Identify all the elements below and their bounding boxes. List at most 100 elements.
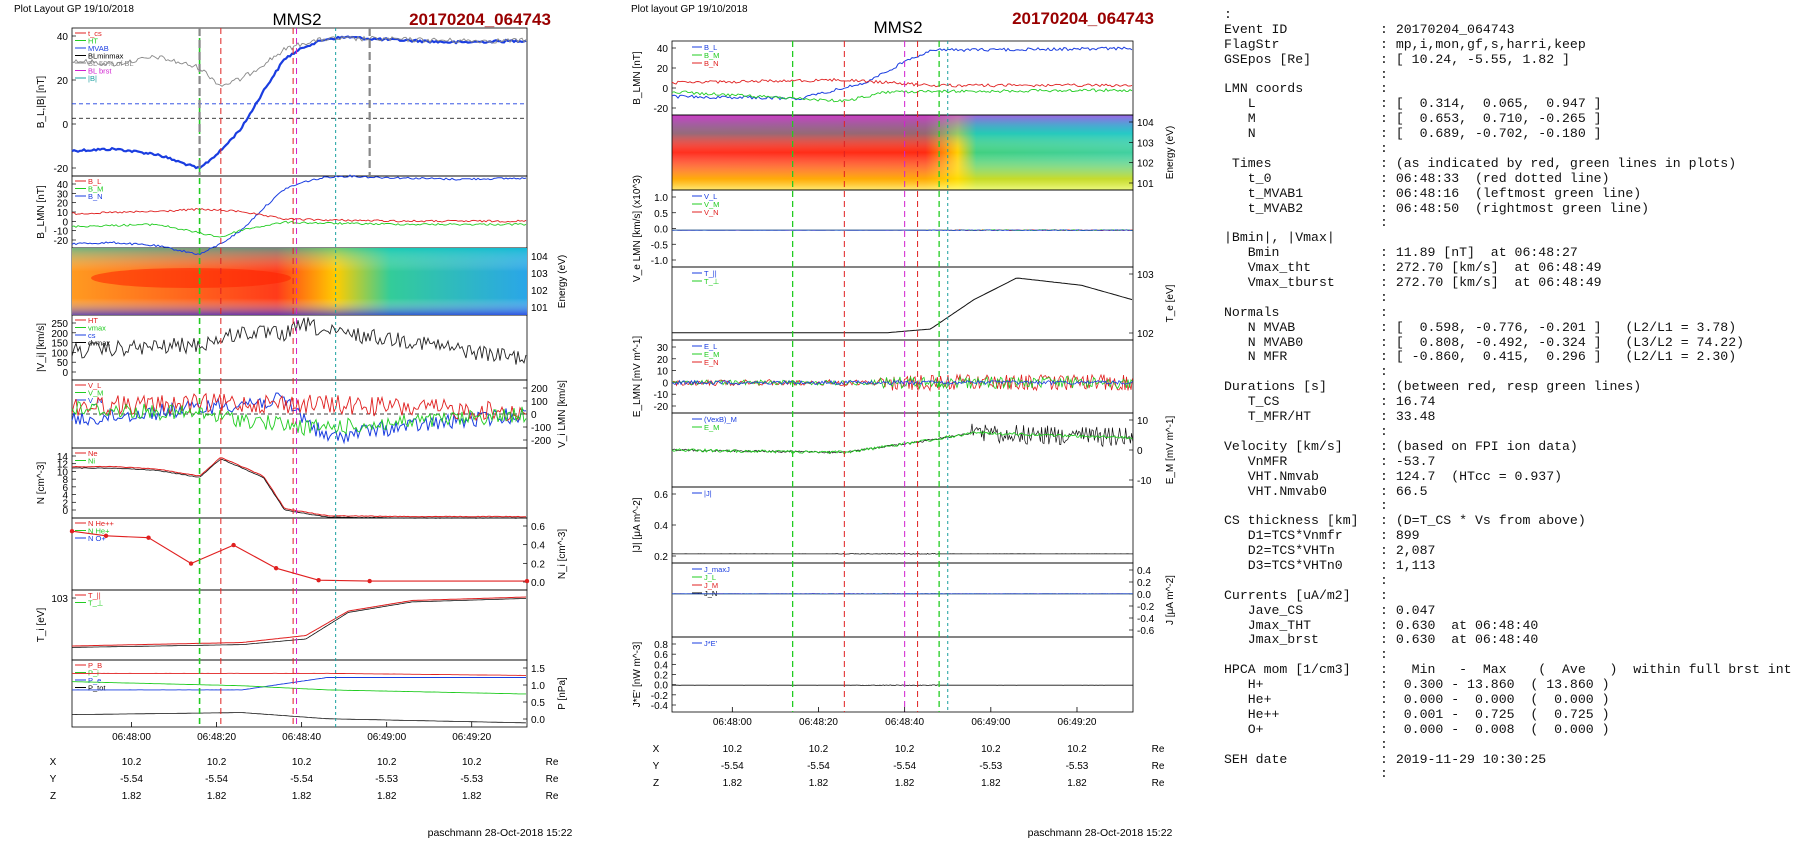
x-tick-label: 06:49:20 (452, 732, 491, 743)
info-key: t_0 (1224, 170, 1272, 186)
y-tick-label: 0 (662, 84, 668, 95)
info-value: : (1380, 766, 1388, 782)
x-tick-label: 06:48:40 (282, 732, 321, 743)
y-tick-label: 200 (531, 384, 548, 395)
info-key: Velocity [km/s] (1224, 438, 1343, 454)
info-row: CS thickness [km]: (D=T_CS * Vs from abo… (1224, 513, 1792, 529)
info-value: : (1380, 572, 1388, 588)
spacecraft-title: MMS2 (272, 10, 321, 29)
info-key: t_MVAB1 (1224, 185, 1304, 201)
y-axis-label: V_i LMN [km/s] (557, 380, 568, 448)
position-value: -5.53 (460, 774, 483, 785)
legend-entry: V_L (704, 192, 717, 201)
y-tick-label: -20 (654, 402, 669, 413)
info-row: Durations [s]: (between red, resp green … (1224, 379, 1792, 395)
info-value: : 66.5 (1380, 483, 1428, 499)
legend-entry: E_L (704, 342, 717, 351)
y-axis-label: V_e LMN [km/s] (x10^3) (632, 175, 643, 282)
y-tick-label: 103 (51, 594, 68, 605)
info-value: : mp,i,mon,gf,s,harri,keep (1380, 36, 1586, 52)
legend-entry: BLminmax (88, 52, 124, 61)
y-tick-label: 20 (657, 355, 669, 366)
y-tick-label: 30 (57, 189, 69, 200)
legend-entry: V_N (88, 396, 103, 405)
electron-spectrogram-overlay (672, 115, 1133, 190)
info-row: Jmax_brst: 0.630 at 06:48:40 (1224, 632, 1792, 648)
position-value: 10.2 (981, 744, 1001, 755)
info-value: : [ 0.598, -0.776, -0.201 ] (L2/L1 = 3.7… (1380, 319, 1737, 335)
event-title: 20170204_064743 (409, 10, 551, 29)
legend-entry: N O+ (88, 534, 106, 543)
info-row: N MVAB: [ 0.598, -0.776, -0.201 ] (L2/L1… (1224, 319, 1792, 336)
spacecraft-title: MMS2 (873, 18, 922, 37)
x-tick-label: 06:48:20 (197, 732, 236, 743)
y-tick-label: 0 (62, 506, 68, 517)
info-value: : 11.89 [nT] at 06:48:27 (1380, 245, 1578, 261)
info-key: Jmax_THT (1224, 617, 1312, 633)
info-key: N (1224, 126, 1256, 142)
he-data-point (273, 565, 279, 571)
info-row: |Bmin|, |Vmax| (1224, 230, 1792, 246)
info-row: Times: (as indicated by red, green lines… (1224, 155, 1792, 172)
y-tick-label: 1.5 (531, 664, 545, 675)
tperp-series-line (72, 598, 527, 648)
legend-entry: Ni (88, 457, 95, 466)
info-key: D3=TCS*VHTn0 (1224, 557, 1343, 573)
position-value: 1.82 (377, 791, 397, 802)
y-tick-label: -0.6 (1137, 626, 1155, 637)
y-tick-label: 0.4 (654, 521, 668, 532)
legend-entry: dvmax (88, 339, 110, 348)
info-key: Bmin (1224, 245, 1280, 261)
x-tick-label: 06:49:20 (1058, 717, 1097, 728)
position-value: -5.54 (721, 761, 744, 772)
y-tick-label: -20 (54, 236, 69, 247)
position-unit: Re (1152, 778, 1165, 789)
info-value: : (1380, 289, 1388, 305)
y-tick-label: 1.0 (531, 681, 545, 692)
legend-entry: HT (88, 37, 98, 46)
y-tick-label: 40 (57, 32, 69, 43)
j-mag-line (671, 553, 1133, 555)
bm-lmn-line (71, 208, 527, 223)
panel-frame (671, 412, 1134, 488)
info-row: : (1224, 647, 1792, 663)
legend-entry: B_M (704, 51, 719, 60)
y-tick-label: 10 (1137, 416, 1149, 427)
y-tick-label: 0 (62, 368, 68, 379)
position-unit: Re (546, 791, 559, 802)
info-value: : [ 0.314, 0.065, 0.947 ] (1380, 96, 1602, 112)
y-tick-label: -20 (654, 104, 669, 115)
bl-line (671, 46, 1133, 101)
info-value: : (as indicated by red, green lines in p… (1380, 155, 1737, 171)
y-tick-label: 20 (57, 76, 69, 87)
panel-frame (671, 40, 1134, 116)
y-tick-label: 102 (1137, 329, 1154, 340)
info-key: L (1224, 96, 1256, 112)
tpar-series-line (72, 596, 527, 647)
info-value: : (1380, 498, 1388, 514)
info-row: Velocity [km/s]: (based on FPI ion data) (1224, 438, 1792, 455)
x-tick-label: 06:48:40 (885, 717, 924, 728)
y-tick-label: 14 (57, 452, 69, 463)
info-key: LMN coords (1224, 81, 1304, 97)
legend-entry: HT (88, 316, 98, 325)
y-tick-label: 4 (62, 491, 68, 502)
y-tick-label: 10 (657, 367, 669, 378)
y-tick-label: 0.6 (654, 650, 668, 661)
y-tick-label: 0.2 (531, 559, 545, 570)
vn-line (671, 229, 1133, 231)
legend-entry: B_L (704, 43, 717, 52)
bmag-series-line (71, 35, 527, 87)
y-tick-label: 20 (657, 64, 669, 75)
legend-entry: T_|| (704, 269, 717, 278)
info-row: He++: 0.001 - 0.725 ( 0.725 ) (1224, 707, 1792, 723)
info-value: : Min - Max ( Ave ) within full brst int (1380, 662, 1792, 678)
info-value: : 272.70 [km/s] at 06:48:49 (1380, 275, 1602, 291)
legend-entry: |B| (88, 74, 97, 83)
y-tick-label: -0.4 (1137, 614, 1155, 625)
y-tick-label: 0 (62, 217, 68, 228)
position-value: 1.82 (1067, 778, 1087, 789)
y-tick-label: 30 (657, 343, 669, 354)
info-key: CS thickness [km] (1224, 513, 1359, 529)
position-value: 10.2 (462, 757, 482, 768)
